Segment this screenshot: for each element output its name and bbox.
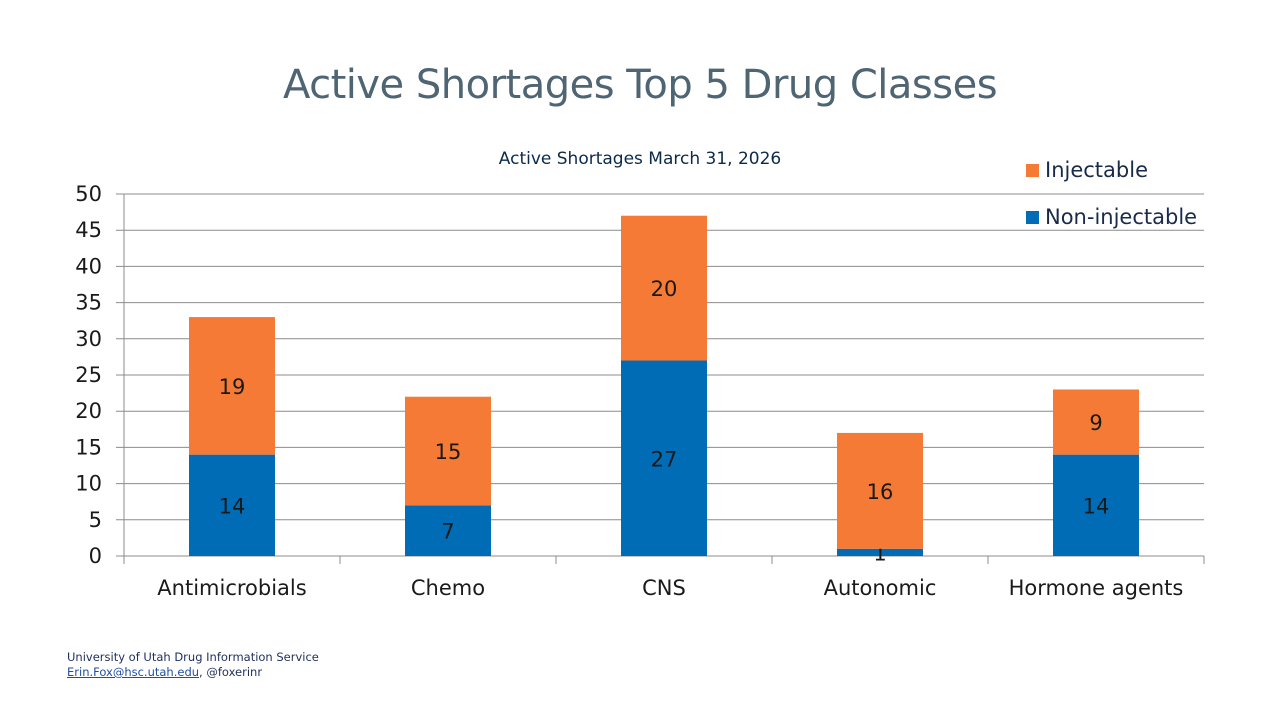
- legend-swatch-injectable: [1026, 163, 1039, 177]
- data-label: 16: [867, 480, 894, 504]
- y-tick-label: 0: [89, 544, 102, 568]
- x-category-label: Chemo: [411, 576, 485, 600]
- x-category-label: CNS: [642, 576, 686, 600]
- data-label: 7: [441, 520, 454, 544]
- x-category-label: Antimicrobials: [157, 576, 306, 600]
- footer-organization: University of Utah Drug Information Serv…: [67, 650, 319, 664]
- footer-contact: Erin.Fox@hsc.utah.edu, @foxerinr: [67, 665, 319, 680]
- legend-swatch-non-injectable: [1026, 210, 1039, 224]
- y-tick-label: 5: [89, 508, 102, 532]
- slide-title: Active Shortages Top 5 Drug Classes: [282, 62, 998, 108]
- data-label: 20: [651, 277, 678, 301]
- y-tick-label: 45: [75, 218, 102, 242]
- legend-label-injectable: Injectable: [1045, 158, 1148, 182]
- bar-non-injectable: [189, 454, 275, 556]
- bar-injectable: [1053, 389, 1139, 455]
- data-label: 27: [651, 447, 678, 471]
- y-tick-label: 50: [75, 182, 102, 206]
- y-tick-label: 35: [75, 291, 102, 315]
- bar-non-injectable: [1053, 454, 1139, 556]
- y-tick-label: 15: [75, 435, 102, 459]
- y-tick-label: 40: [75, 254, 102, 278]
- data-label: 14: [219, 494, 246, 518]
- bar-injectable: [837, 432, 923, 549]
- x-category-label: Autonomic: [824, 576, 937, 600]
- data-label: 9: [1089, 411, 1102, 435]
- legend-item-non-injectable: Non-injectable: [1026, 205, 1197, 229]
- bar-non-injectable: [405, 505, 491, 556]
- y-tick-label: 20: [75, 399, 102, 423]
- footer: University of Utah Drug Information Serv…: [67, 650, 319, 680]
- footer-handle: , @foxerinr: [199, 665, 263, 679]
- bar-injectable: [405, 396, 491, 506]
- chart-legend: Injectable Non-injectable: [1026, 158, 1197, 252]
- data-label: 14: [1083, 494, 1110, 518]
- y-tick-label: 25: [75, 363, 102, 387]
- bar-non-injectable: [837, 548, 923, 556]
- data-label: 19: [219, 375, 246, 399]
- y-tick-label: 30: [75, 327, 102, 351]
- y-tick-label: 10: [75, 472, 102, 496]
- legend-label-non-injectable: Non-injectable: [1045, 205, 1198, 229]
- bar-non-injectable: [621, 360, 707, 556]
- bar-injectable: [189, 317, 275, 455]
- footer-email-link[interactable]: Erin.Fox@hsc.utah.edu: [67, 665, 200, 679]
- data-label: 15: [435, 440, 462, 464]
- bar-injectable: [621, 215, 707, 361]
- x-category-label: Hormone agents: [1009, 576, 1184, 600]
- legend-item-injectable: Injectable: [1026, 158, 1197, 182]
- chart-title: Active Shortages March 31, 2026: [498, 149, 782, 169]
